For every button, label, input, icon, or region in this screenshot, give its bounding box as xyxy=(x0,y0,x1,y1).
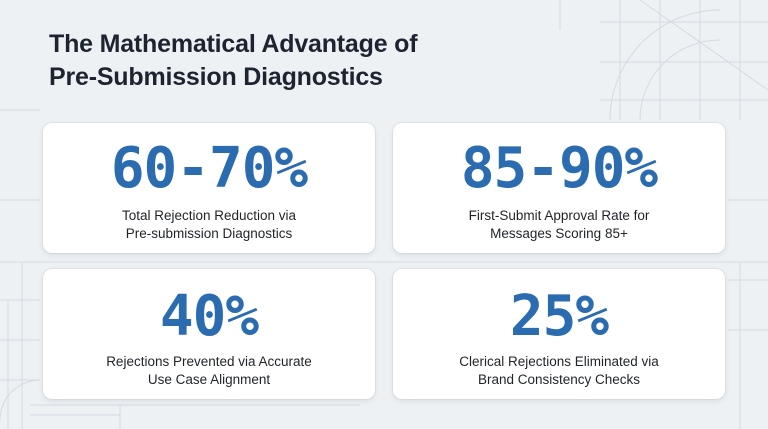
stat-caption: Rejections Prevented via Accurate Use Ca… xyxy=(53,353,365,389)
page-title-line-1: The Mathematical Advantage of xyxy=(49,30,418,58)
stat-caption-line-2: Use Case Alignment xyxy=(147,372,271,387)
stat-card-rejection-reduction: 60-70% Total Rejection Reduction via Pre… xyxy=(43,123,375,253)
stat-value: 40% xyxy=(159,284,259,349)
stat-caption: First-Submit Approval Rate for Messages … xyxy=(403,207,715,243)
stat-caption-line-1: Rejections Prevented via Accurate xyxy=(106,354,312,369)
stat-caption: Total Rejection Reduction via Pre-submis… xyxy=(53,207,365,243)
stat-card-brand-consistency: 25% Clerical Rejections Eliminated via B… xyxy=(393,269,725,399)
stat-caption-line-2: Brand Consistency Checks xyxy=(477,372,641,387)
stat-caption-line-2: Messages Scoring 85+ xyxy=(490,226,628,241)
stat-value: 25% xyxy=(509,284,609,349)
page-title-line-2: Pre-Submission Diagnostics xyxy=(49,63,383,91)
stat-card-use-case-alignment: 40% Rejections Prevented via Accurate Us… xyxy=(43,269,375,399)
stat-caption-line-2: Pre-submission Diagnostics xyxy=(125,226,293,241)
stat-caption-line-1: Total Rejection Reduction via xyxy=(121,208,297,223)
stat-value: 60-70% xyxy=(110,136,308,201)
stat-caption-line-1: First-Submit Approval Rate for xyxy=(468,208,650,223)
stat-card-approval-rate: 85-90% First-Submit Approval Rate for Me… xyxy=(393,123,725,253)
stat-caption-line-1: Clerical Rejections Eliminated via xyxy=(459,354,659,369)
page-title: The Mathematical Advantage of Pre-Submis… xyxy=(49,28,509,94)
stat-value: 85-90% xyxy=(460,136,658,201)
stat-caption: Clerical Rejections Eliminated via Brand… xyxy=(403,353,715,389)
